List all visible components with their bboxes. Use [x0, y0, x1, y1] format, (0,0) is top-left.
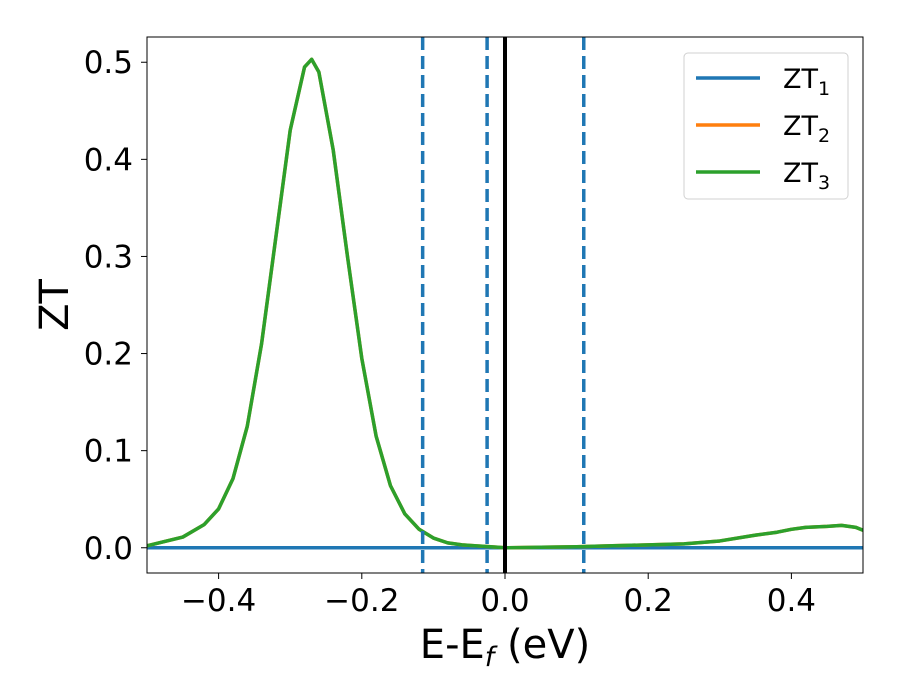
y-tick-label: 0.5 — [84, 45, 133, 81]
y-tick-label: 0.1 — [84, 434, 133, 470]
y-tick-label: 0.2 — [84, 337, 133, 373]
x-tick-label: 0.0 — [480, 583, 529, 619]
x-axis-label: E-Ef (eV) — [420, 622, 590, 673]
legend-label-zt1: ZT1 — [783, 64, 830, 100]
y-tick-label: 0.4 — [84, 142, 133, 178]
legend-box — [683, 52, 849, 200]
legend-label-zt2: ZT2 — [783, 111, 830, 147]
x-tick-label: −0.2 — [324, 583, 399, 619]
legend-label-zt3: ZT3 — [783, 158, 830, 194]
x-axis: −0.4 −0.2 0.0 0.2 0.4 — [181, 573, 816, 619]
y-tick-label: 0.0 — [84, 531, 133, 567]
y-tick-label: 0.3 — [84, 239, 133, 275]
x-axis-label-main: E-E — [420, 622, 485, 668]
y-axis: 0.0 0.1 0.2 0.3 0.4 0.5 — [84, 45, 147, 567]
plot-marks — [147, 37, 863, 573]
x-tick-label: 0.2 — [624, 583, 673, 619]
legend: ZT1 ZT2 ZT3 — [683, 52, 849, 200]
x-tick-label: −0.4 — [181, 583, 256, 619]
series-line-zt3 — [147, 57, 863, 550]
y-axis-label: ZT — [32, 279, 78, 331]
x-axis-label-unit: (eV) — [494, 622, 590, 668]
x-tick-label: 0.4 — [767, 583, 816, 619]
